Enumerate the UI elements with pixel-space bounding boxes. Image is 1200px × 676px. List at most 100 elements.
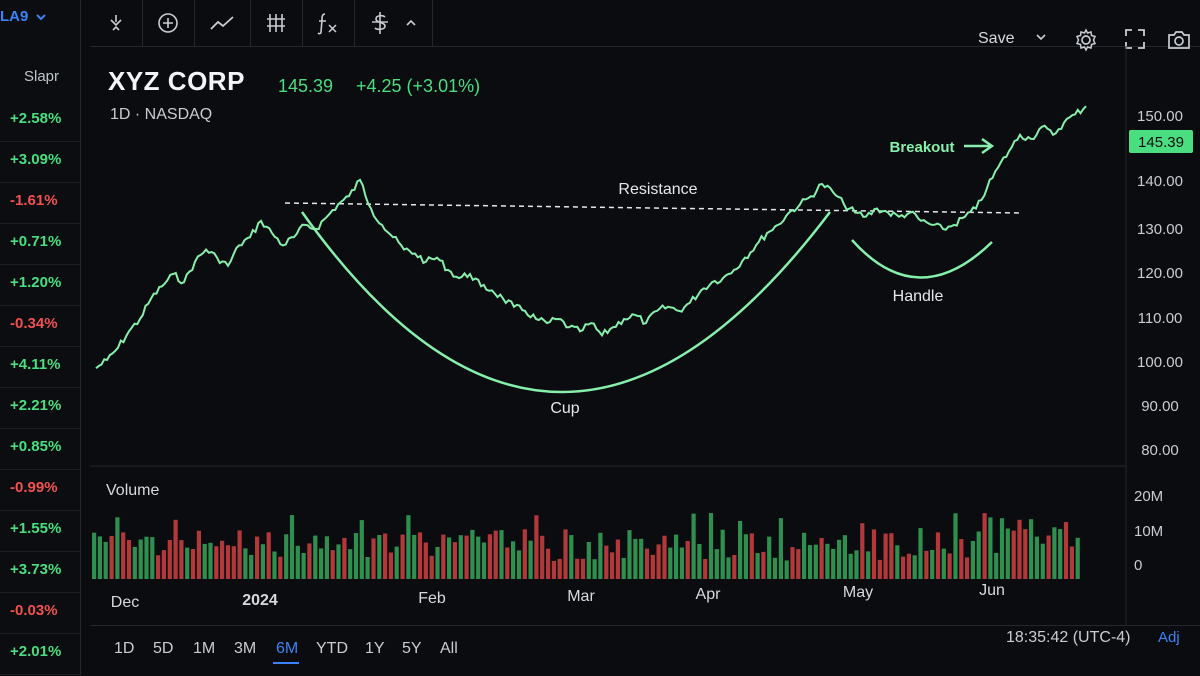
- watchlist-change[interactable]: +1.55%: [10, 520, 62, 537]
- volume-bar: [476, 536, 481, 579]
- range-button[interactable]: 6M: [276, 640, 299, 657]
- volume-bar: [505, 547, 510, 579]
- watchlist-change[interactable]: +2.58%: [10, 110, 62, 127]
- watchlist-change[interactable]: -0.99%: [10, 479, 58, 496]
- camera-icon[interactable]: [1166, 28, 1192, 52]
- indicators-button[interactable]: [302, 0, 355, 46]
- volume-bar: [353, 533, 359, 579]
- current-price-tag: [1129, 130, 1193, 153]
- watchlist-change[interactable]: +2.21%: [10, 397, 62, 414]
- volume-bar: [540, 535, 545, 579]
- volume-bar: [988, 517, 993, 579]
- volume-bar: [895, 545, 900, 579]
- volume-bar: [144, 536, 149, 579]
- watchlist-row-divider: [0, 633, 80, 634]
- volume-bar: [790, 547, 795, 579]
- volume-bar: [359, 520, 364, 579]
- range-button[interactable]: 1Y: [365, 640, 385, 657]
- watchlist-change[interactable]: +4.11%: [10, 356, 61, 373]
- watchlist-row-divider: [0, 510, 80, 511]
- range-button[interactable]: 5D: [153, 640, 174, 657]
- volume-bar: [912, 555, 917, 579]
- volume-bar: [295, 545, 300, 579]
- watchlist-change[interactable]: -0.34%: [10, 315, 58, 332]
- watchlist-change[interactable]: +3.73%: [10, 561, 62, 578]
- volume-bar: [243, 548, 248, 579]
- volume-bar: [778, 518, 783, 579]
- volume-bar: [319, 548, 324, 579]
- volume-bar: [586, 542, 591, 579]
- time-axis-label: Jun: [979, 582, 1005, 599]
- adjust-toggle[interactable]: Adj: [1158, 629, 1180, 646]
- volume-bar: [1034, 536, 1039, 579]
- watchlist-change[interactable]: +2.01%: [10, 643, 62, 660]
- watchlist-row-divider: [0, 469, 80, 470]
- watchlist-change[interactable]: +0.71%: [10, 233, 62, 250]
- range-button[interactable]: 3M: [234, 640, 257, 657]
- volume-bar: [650, 554, 655, 579]
- volume-bar: [470, 529, 475, 579]
- watchlist-change[interactable]: +0.85%: [10, 438, 62, 455]
- volume-bar: [109, 536, 114, 579]
- volume-bar: [627, 530, 632, 579]
- range-button[interactable]: YTD: [316, 640, 348, 657]
- resistance-line: [284, 202, 1023, 214]
- save-button[interactable]: Save: [978, 30, 1015, 47]
- watchlist-change[interactable]: +3.09%: [10, 151, 62, 168]
- watchlist-change[interactable]: +1.20%: [10, 274, 62, 291]
- volume-bar: [1029, 519, 1034, 579]
- volume-bar: [371, 538, 376, 579]
- volume-bar: [906, 553, 911, 579]
- volume-bar: [761, 551, 766, 579]
- volume-bar: [499, 530, 504, 579]
- volume-bar: [691, 513, 696, 579]
- gear-icon[interactable]: [1074, 28, 1098, 52]
- indicator-icon: [317, 13, 337, 35]
- handle-arc: [851, 239, 993, 279]
- volume-bar: [703, 559, 708, 579]
- range-button[interactable]: 1M: [193, 640, 216, 657]
- compare-button[interactable]: [354, 0, 433, 46]
- volume-bar: [336, 544, 341, 579]
- range-button[interactable]: 1D: [114, 640, 135, 657]
- crosshair-tool-button[interactable]: [142, 0, 195, 46]
- volume-bar: [417, 532, 423, 579]
- price-axis-tick: 100.00: [1137, 354, 1183, 371]
- price-axis-tick: 80.00: [1141, 442, 1179, 459]
- price-chart[interactable]: 150.00 140.00 130.00 120.00 110.00 100.00 90.0…: [90, 0, 1200, 625]
- volume-bar: [941, 548, 946, 579]
- volume-bar: [901, 556, 906, 579]
- volume-bar: [639, 538, 644, 579]
- price-axis-tick: 150.00: [1137, 108, 1183, 125]
- watchlist-change[interactable]: -1.61%: [10, 192, 58, 209]
- watchlist-selector[interactable]: LA9: [0, 8, 47, 25]
- volume-bar: [190, 549, 196, 579]
- volume-bar: [813, 544, 818, 579]
- range-button[interactable]: 5Y: [402, 640, 422, 657]
- volume-bar: [522, 529, 527, 579]
- volume-axis-tick: 0: [1134, 557, 1142, 574]
- volume-bar: [871, 529, 877, 579]
- watchlist-row-divider: [0, 592, 80, 593]
- watchlist-change[interactable]: -0.03%: [10, 602, 58, 619]
- volume-bar: [1046, 535, 1051, 579]
- volume-bar: [959, 539, 964, 579]
- cursor-tool-button[interactable]: [90, 0, 143, 46]
- volume-bar: [231, 546, 236, 579]
- breakout-arrow-icon: [964, 137, 995, 155]
- volume-bar: [802, 532, 807, 579]
- volume-bar: [848, 553, 853, 579]
- volume-bar: [947, 553, 952, 579]
- range-button[interactable]: All: [440, 640, 458, 657]
- volume-bar: [516, 550, 522, 579]
- time-axis-label: Feb: [418, 590, 446, 607]
- fullscreen-icon[interactable]: [1124, 28, 1146, 50]
- volume-bar: [342, 537, 347, 579]
- fib-tool-button[interactable]: [250, 0, 303, 46]
- volume-bar: [644, 548, 650, 579]
- save-menu-chevron-icon[interactable]: [1034, 30, 1048, 44]
- trendline-tool-button[interactable]: [194, 0, 251, 46]
- volume-bar: [121, 532, 126, 579]
- volume-bar: [592, 559, 597, 579]
- toolbar: Save: [90, 0, 1200, 52]
